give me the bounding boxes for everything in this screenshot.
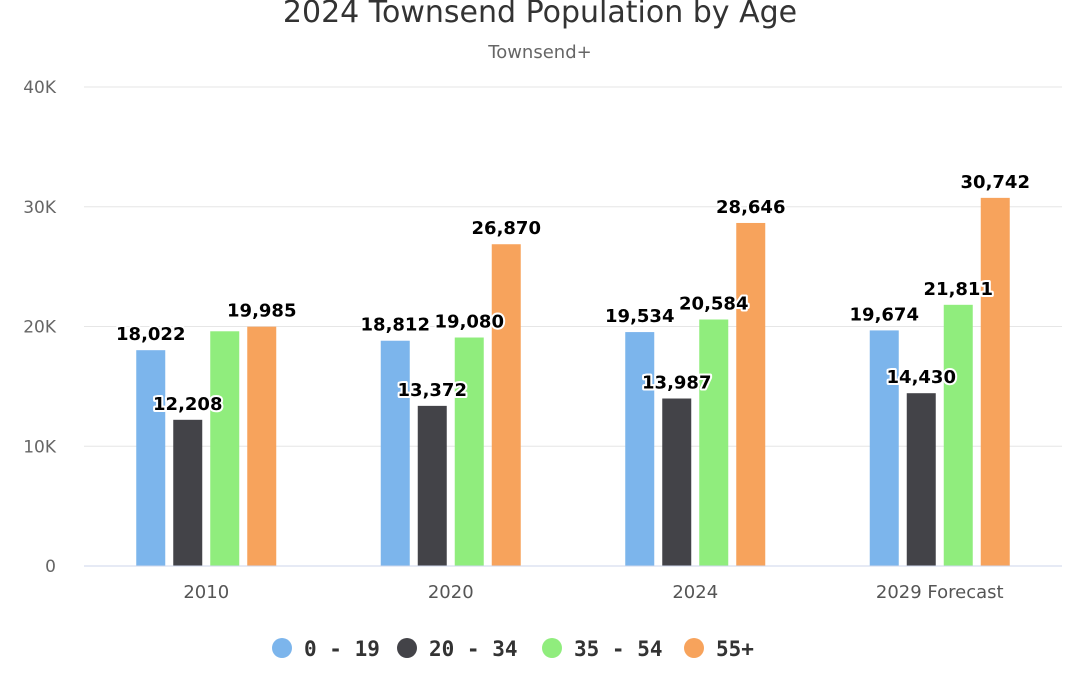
data-label: 13,987	[642, 373, 711, 394]
data-label: 21,811	[924, 279, 993, 300]
data-label: 20,584	[679, 294, 748, 315]
bar-0-19-2020[interactable]	[380, 340, 410, 566]
chart-subtitle: Townsend+	[487, 42, 591, 63]
bar-55--2010[interactable]	[247, 326, 277, 566]
data-label: 18,022	[116, 324, 185, 345]
y-tick-label: 30K	[23, 198, 57, 218]
y-tick-label: 40K	[23, 78, 57, 98]
legend-label: 0 - 19	[304, 637, 380, 661]
legend-swatch-icon	[397, 638, 417, 658]
legend-label: 35 - 54	[574, 637, 663, 661]
x-tick-label: 2029 Forecast	[876, 582, 1004, 603]
legend: 0 - 19 20 - 34 35 - 54 55+	[272, 637, 754, 661]
data-label: 14,430	[887, 367, 956, 388]
x-axis-ticks: 2010 2020 2024 2029 Forecast	[183, 582, 1003, 603]
legend-label: 20 - 34	[429, 637, 518, 661]
chart-title: 2024 Townsend Population by Age	[283, 0, 797, 30]
legend-swatch-icon	[542, 638, 562, 658]
bar-35-54-2010[interactable]	[210, 331, 240, 566]
bar-0-19-2024[interactable]	[625, 332, 655, 566]
legend-item-0-19[interactable]: 0 - 19	[272, 637, 380, 661]
legend-swatch-icon	[272, 638, 292, 658]
x-tick-label: 2010	[183, 582, 229, 603]
bar-20-34-2010[interactable]	[173, 419, 203, 566]
y-axis-ticks: 0 10K 20K 30K 40K	[23, 78, 57, 577]
x-tick-label: 2020	[428, 582, 474, 603]
legend-item-55-[interactable]: 55+	[684, 637, 754, 661]
bar-20-34-2029-forecast[interactable]	[906, 393, 936, 566]
data-label: 18,812	[361, 315, 430, 336]
legend-swatch-icon	[684, 638, 704, 658]
bars	[136, 197, 1010, 566]
data-label: 13,372	[398, 380, 467, 401]
y-tick-label: 20K	[23, 318, 57, 338]
bar-55--2029-forecast[interactable]	[980, 197, 1010, 566]
bar-0-19-2029-forecast[interactable]	[869, 330, 899, 566]
legend-label: 55+	[716, 637, 754, 661]
data-label: 30,742	[961, 172, 1030, 193]
bar-55--2024[interactable]	[736, 222, 766, 566]
legend-item-35-54[interactable]: 35 - 54	[542, 637, 663, 661]
legend-item-20-34[interactable]: 20 - 34	[397, 637, 518, 661]
grid-lines	[84, 86, 1062, 447]
data-label: 28,646	[716, 197, 785, 218]
data-label: 12,208	[153, 394, 222, 415]
x-tick-label: 2024	[672, 582, 718, 603]
bar-35-54-2024[interactable]	[699, 319, 729, 566]
y-tick-label: 0	[45, 557, 56, 577]
bar-0-19-2010[interactable]	[136, 350, 166, 566]
data-label: 19,674	[850, 304, 919, 325]
data-labels: 18,022 12,208 19,985 18,812 13,372 19,080 26,8…	[114, 170, 1032, 417]
data-label: 19,985	[227, 301, 296, 322]
bar-55--2020[interactable]	[491, 244, 521, 566]
bar-35-54-2020[interactable]	[454, 337, 484, 566]
bar-20-34-2024[interactable]	[662, 398, 692, 566]
data-label: 26,870	[472, 218, 541, 239]
bar-20-34-2020[interactable]	[417, 405, 447, 566]
bar-35-54-2029-forecast[interactable]	[943, 304, 973, 566]
data-label: 19,534	[605, 306, 674, 327]
y-tick-label: 10K	[23, 437, 57, 457]
data-label: 19,080	[435, 312, 504, 333]
